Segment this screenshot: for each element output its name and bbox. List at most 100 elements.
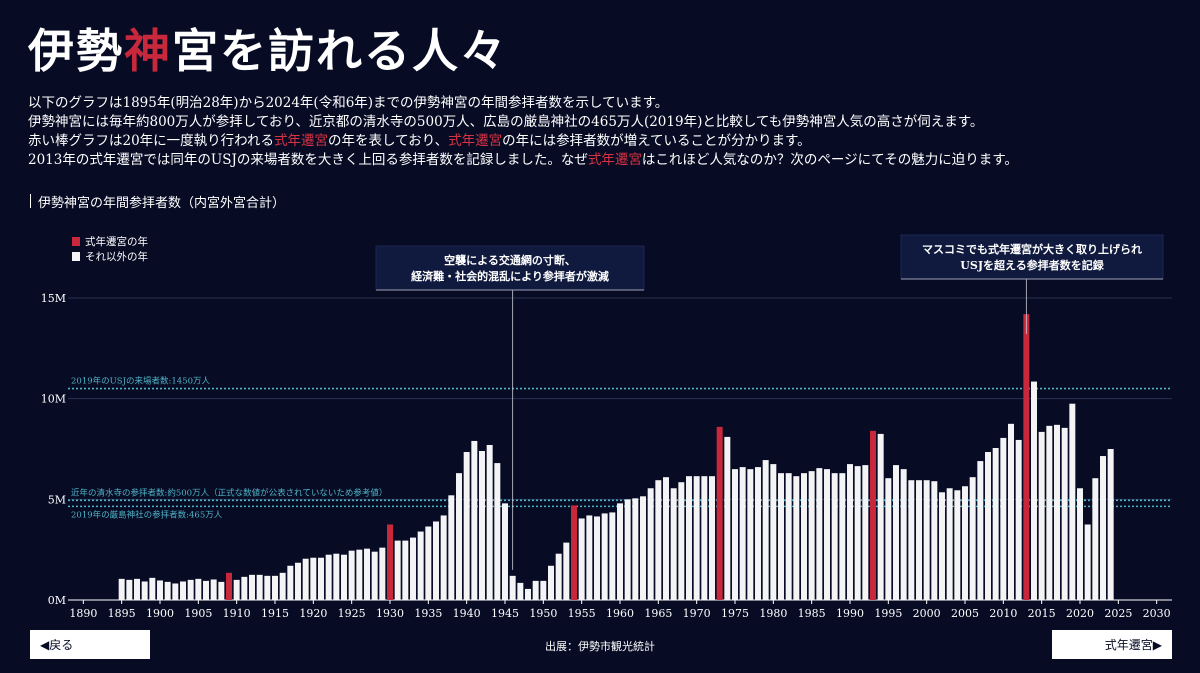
sengu-bar (226, 572, 232, 600)
x-tick-label: 2020 (1066, 607, 1094, 620)
bar (824, 469, 830, 600)
title-part2: 宮を訪れる人々 (172, 24, 508, 78)
x-tick-label: 1980 (759, 607, 787, 620)
bar (479, 451, 485, 600)
x-tick-label: 1955 (568, 607, 596, 620)
bar (218, 581, 225, 600)
sengu-highlight: 式年遷宮 (587, 152, 642, 168)
description-line-4: 2013年の式年遷宮では同年のUSJの来場者数を大きく上回る参拝者数を記録しまし… (28, 152, 1018, 168)
bar (134, 578, 140, 600)
bar (287, 565, 294, 600)
bar (900, 469, 907, 600)
y-tick-label: 0M (48, 594, 66, 607)
bar (617, 503, 623, 600)
bar (770, 464, 777, 600)
sengu-bar (870, 430, 876, 600)
bar (609, 512, 616, 600)
bar (249, 574, 255, 600)
x-tick-label: 1975 (721, 607, 749, 620)
bar (578, 518, 585, 600)
bar (302, 558, 309, 600)
bar (187, 579, 194, 600)
bar (256, 574, 263, 600)
bar (839, 473, 846, 600)
y-tick-label: 10M (41, 393, 66, 406)
bar (801, 473, 807, 600)
bar (164, 581, 171, 600)
bar (923, 480, 930, 600)
bar (647, 488, 654, 600)
bar (471, 440, 478, 600)
x-tick-label: 1945 (491, 607, 519, 620)
x-tick-label: 1890 (69, 607, 97, 620)
bar (686, 476, 692, 600)
bar (601, 513, 608, 600)
bar (532, 580, 539, 600)
bar (1107, 449, 1114, 600)
bar (141, 581, 148, 600)
bar (939, 492, 945, 600)
bar (126, 579, 133, 600)
bar (180, 581, 186, 600)
chart-title: 伊勢神宮の年間参拝者数（内宮外宮合計） (29, 192, 285, 211)
bar (433, 521, 439, 600)
sengu-bar (1023, 314, 1030, 600)
title-part1: 伊勢 (28, 24, 124, 78)
bar (1015, 439, 1022, 600)
description-line-2: 伊勢神宮には毎年約800万人が参拝しており、近京都の清水寺の500万人、広島の厳… (28, 114, 984, 130)
x-tick-label: 2005 (951, 607, 979, 620)
bar (394, 540, 401, 600)
bar (1038, 431, 1045, 600)
bar (663, 477, 669, 600)
annotation-box (900, 234, 1164, 280)
legend-label: それ以外の年 (85, 250, 148, 263)
x-tick-label: 1920 (299, 607, 327, 620)
bar (333, 553, 340, 600)
bar (417, 531, 424, 600)
x-tick-label: 1940 (453, 607, 481, 620)
x-tick-label: 2025 (1104, 607, 1132, 620)
x-tick-label: 1970 (683, 607, 711, 620)
bar (341, 554, 347, 600)
bar (985, 452, 991, 600)
x-tick-label: 1910 (223, 607, 251, 620)
bar (264, 575, 271, 600)
bar (1031, 381, 1037, 600)
bar (946, 488, 953, 600)
bar (410, 537, 416, 600)
reference-line-label: 2019年の厳島神社の参拝者数:465万人 (71, 509, 223, 520)
bar (1000, 437, 1007, 600)
bar (701, 476, 708, 600)
next-sengu-button[interactable]: 式年遷宮▶ (1052, 630, 1172, 659)
page-title: 伊勢神宮を訪れる人々 (28, 28, 508, 74)
bar (517, 582, 524, 600)
annotation-text: 空襲による交通網の寸断、 (444, 253, 576, 267)
bar (885, 478, 892, 600)
x-tick-label: 1905 (184, 607, 212, 620)
bar (969, 477, 976, 600)
x-tick-label: 1985 (798, 607, 826, 620)
bar (992, 447, 999, 600)
bar (540, 580, 547, 600)
bar (1100, 456, 1106, 600)
bar (348, 550, 355, 600)
bar (502, 503, 508, 600)
bar (425, 526, 432, 600)
reference-line-label: 2019年のUSJの来場者数:1450万人 (71, 376, 211, 387)
bar (563, 542, 570, 600)
bar (548, 565, 554, 600)
bar (908, 480, 915, 600)
bar (555, 553, 562, 600)
x-tick-label: 1915 (261, 607, 289, 620)
back-button[interactable]: ◀戻る (30, 630, 150, 659)
bar (854, 466, 861, 600)
bar (440, 515, 447, 600)
bar (272, 575, 278, 600)
bar (172, 583, 179, 600)
bar (816, 468, 823, 600)
bar (640, 496, 646, 600)
bar (632, 498, 639, 600)
bar (831, 473, 838, 600)
bar (402, 540, 409, 600)
